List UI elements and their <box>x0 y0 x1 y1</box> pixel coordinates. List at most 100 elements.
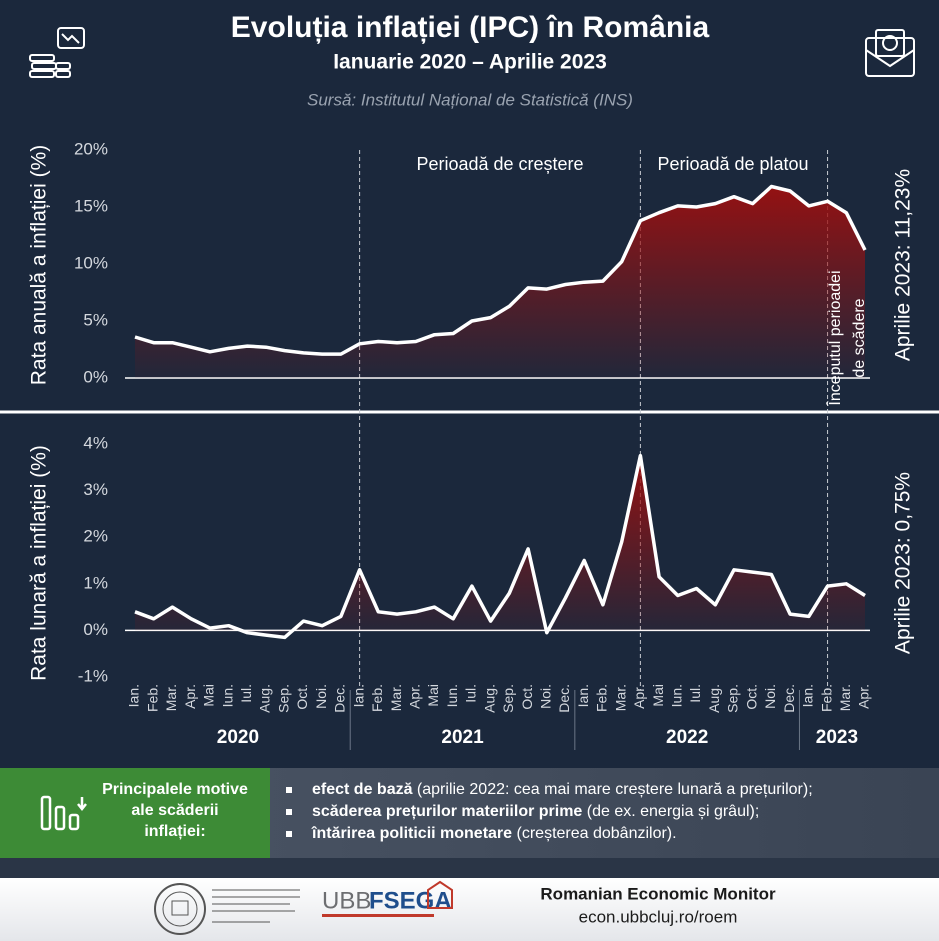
x-tick-label: Noi. <box>537 684 553 709</box>
logo-fsega: FSEGA <box>369 887 452 914</box>
bullet: efect de bază (aprilie 2022: cea mai mar… <box>312 781 813 798</box>
title: Evoluția inflației (IPC) în România <box>231 11 710 44</box>
x-tick-label: Iul. <box>238 684 254 703</box>
side-label: Aprilie 2023: 0,75% <box>892 472 915 654</box>
icon-decrease <box>40 795 87 831</box>
x-tick-label: Mai <box>650 684 666 707</box>
x-tick-label: Iun. <box>444 684 460 707</box>
monitor-name: Romanian Economic Monitor <box>540 884 776 903</box>
bullet: scăderea prețurilor materiilor prime (de… <box>312 803 759 820</box>
y-tick-label: 0% <box>83 367 108 386</box>
icon-chart <box>29 27 85 78</box>
x-tick-label: Oct. <box>294 684 310 710</box>
x-tick-label: Apr. <box>406 684 422 709</box>
bullet-marker <box>286 787 292 793</box>
reasons-title: Principalele motive <box>102 781 248 798</box>
line <box>134 184 867 356</box>
subtitle: Ianuarie 2020 – Aprilie 2023 <box>333 51 607 74</box>
x-tick-label: Mai <box>425 684 441 707</box>
x-tick-label: Dec. <box>556 684 572 713</box>
y-tick-label: 3% <box>83 480 108 499</box>
y-tick-label: 20% <box>74 139 108 158</box>
x-tick-label: Iul. <box>463 684 479 703</box>
bullet-text: (de ex. energia și grâul); <box>582 803 759 820</box>
x-tick-label: Feb. <box>818 684 834 712</box>
annotation: Perioadă de creștere <box>416 154 583 174</box>
bullet-text: (aprilie 2022: cea mai mare creștere lun… <box>412 781 812 798</box>
bullet-bold: întărirea politicii monetare <box>311 825 512 842</box>
icon-envelope <box>865 29 915 77</box>
bullet: întărirea politicii monetare (creșterea … <box>311 825 677 842</box>
x-tick-label: Apr. <box>856 684 872 709</box>
x-tick-label: Dec. <box>332 684 348 713</box>
bullet-bold: efect de bază <box>312 781 413 798</box>
x-tick-label: Feb. <box>144 684 160 712</box>
year-label: 2022 <box>666 727 708 748</box>
x-tick-label: Ian. <box>800 684 816 707</box>
bullet-marker <box>286 831 292 837</box>
y-tick-label: 1% <box>83 573 108 592</box>
footer-band <box>0 858 939 878</box>
x-tick-label: Sep. <box>500 684 516 713</box>
x-tick-label: Apr. <box>631 684 647 709</box>
year-label: 2021 <box>441 727 484 748</box>
x-tick-label: Oct. <box>743 684 759 710</box>
x-tick-label: Ian. <box>126 684 142 707</box>
area <box>135 455 865 638</box>
y-tick-label: 4% <box>83 433 108 452</box>
x-tick-label: Sep. <box>275 684 291 713</box>
annotation: Începutul perioadei <box>825 270 844 406</box>
area <box>135 186 865 378</box>
line <box>134 453 866 640</box>
y-tick-label: 10% <box>74 253 108 272</box>
x-tick-label: Aug. <box>481 684 497 713</box>
bullet-marker <box>286 809 292 815</box>
bullet-text: (creșterea dobânzilor). <box>512 825 677 842</box>
x-tick-label: Mar. <box>163 684 179 711</box>
x-tick-label: Iun. <box>669 684 685 707</box>
x-tick-label: Mar. <box>612 684 628 711</box>
y-tick-label: 15% <box>74 196 108 215</box>
y-axis-label: Rata lunară a inflației (%) <box>28 445 51 681</box>
year-label: 2020 <box>217 727 259 748</box>
x-tick-label: Noi. <box>762 684 778 709</box>
x-tick-label: Aug. <box>257 684 273 713</box>
footer <box>0 878 939 941</box>
side-label: Aprilie 2023: 11,23% <box>892 169 915 361</box>
x-tick-label: Apr. <box>182 684 198 709</box>
x-tick-label: Feb. <box>594 684 610 712</box>
x-tick-label: Aug. <box>706 684 722 713</box>
x-tick-label: Dec. <box>781 684 797 713</box>
x-tick-label: Mar. <box>388 684 404 711</box>
x-tick-label: Mar. <box>837 684 853 711</box>
x-tick-label: Ian. <box>575 684 591 707</box>
x-tick-label: Sep. <box>725 684 741 713</box>
x-tick-label: Ian. <box>350 684 366 707</box>
source: Sursă: Institutul Național de Statistică… <box>307 90 633 109</box>
annotation: Perioadă de platou <box>657 154 808 174</box>
x-tick-label: Mai <box>201 684 217 707</box>
x-tick-label: Oct. <box>519 684 535 710</box>
monitor-url: econ.ubbcluj.ro/roem <box>579 907 738 926</box>
x-tick-label: Feb. <box>369 684 385 712</box>
reasons-title: ale scăderii <box>131 802 218 819</box>
x-tick-label: Noi. <box>313 684 329 709</box>
y-tick-label: 0% <box>83 620 108 639</box>
reasons-title-box <box>0 768 270 858</box>
logo-seal <box>154 883 300 935</box>
reasons-title: inflației: <box>144 823 205 840</box>
x-tick-label: Iul. <box>687 684 703 703</box>
y-tick-label: 5% <box>83 310 108 329</box>
y-tick-label: 2% <box>83 527 108 546</box>
y-axis-label: Rata anuală a inflației (%) <box>28 145 51 385</box>
year-label: 2023 <box>816 727 858 748</box>
logo-underline <box>322 914 434 917</box>
y-tick-label: -1% <box>78 666 108 685</box>
logo-ubb: UBB <box>322 887 371 914</box>
logo-emblem <box>427 880 453 909</box>
x-tick-label: Iun. <box>219 684 235 707</box>
annotation: de scădere <box>851 298 868 377</box>
bullet-bold: scăderea prețurilor materiilor prime <box>312 803 582 820</box>
